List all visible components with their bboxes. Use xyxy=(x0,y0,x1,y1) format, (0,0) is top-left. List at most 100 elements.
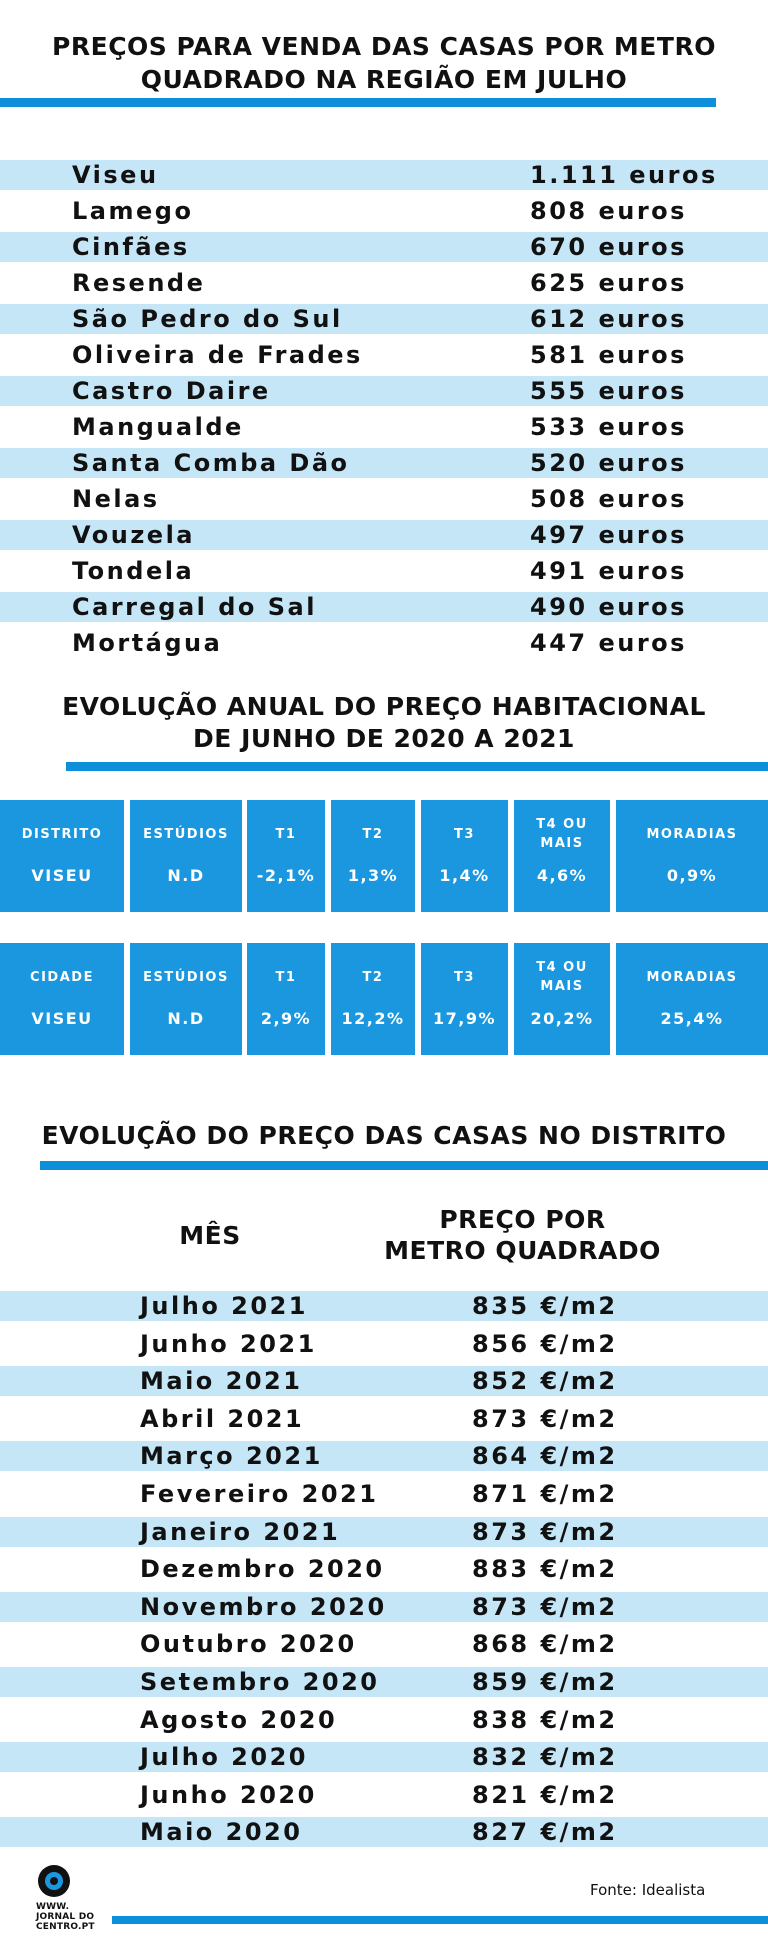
evolution-cell: T4 OU MAIS 4,6% xyxy=(514,800,610,912)
month-row: Julho 2020 832 €/m2 xyxy=(0,1742,768,1773)
month-name: Julho 2021 xyxy=(140,1292,308,1320)
month-name: Junho 2021 xyxy=(140,1329,317,1358)
region-row: São Pedro do Sul 612 euros xyxy=(0,304,768,334)
region-row: Carregal do Sal 490 euros xyxy=(0,592,768,622)
evolution-cell: MORADIAS 0,9% xyxy=(616,800,768,912)
cell-value: 17,9% xyxy=(432,1009,496,1028)
month-price: 827 €/m2 xyxy=(472,1818,618,1847)
region-name: Viseu xyxy=(72,161,159,189)
region-price: 497 euros xyxy=(530,521,687,549)
evolution-cell: T4 OU MAIS 20,2% xyxy=(514,943,610,1055)
region-price: 670 euros xyxy=(530,233,687,261)
section1-title-line1: PREÇOS PARA VENDA DAS CASAS POR METRO xyxy=(52,32,716,61)
evolution-cell: T3 17,9% xyxy=(421,943,508,1055)
cell-header: CIDADE xyxy=(30,970,94,985)
cell-header-line2: MAIS xyxy=(540,979,584,994)
cell-value: 4,6% xyxy=(536,866,588,885)
month-row: Abril 2021 873 €/m2 xyxy=(0,1404,768,1434)
month-row: Outubro 2020 868 €/m2 xyxy=(0,1629,768,1659)
month-price: 856 €/m2 xyxy=(472,1329,618,1358)
cell-header: ESTÚDIOS xyxy=(143,970,229,985)
month-name: Agosto 2020 xyxy=(140,1705,338,1734)
month-name: Maio 2020 xyxy=(140,1818,303,1847)
cell-value: 2,9% xyxy=(260,1009,312,1028)
region-row: Mortágua 447 euros xyxy=(0,628,768,658)
month-price: 821 €/m2 xyxy=(472,1780,618,1809)
eye-logo-icon xyxy=(38,1865,70,1897)
month-row: Fevereiro 2021 871 €/m2 xyxy=(0,1479,768,1509)
cell-header: ESTÚDIOS xyxy=(143,827,229,842)
month-row: Novembro 2020 873 €/m2 xyxy=(0,1591,768,1622)
month-row: Junho 2021 856 €/m2 xyxy=(0,1329,768,1359)
cell-header: T2 xyxy=(362,970,384,985)
region-price: 808 euros xyxy=(530,197,687,225)
region-price: 491 euros xyxy=(530,557,687,585)
month-name: Setembro 2020 xyxy=(140,1668,380,1696)
cell-header: T3 xyxy=(454,827,475,842)
month-name: Março 2021 xyxy=(140,1442,323,1471)
month-row: Julho 2021 835 €/m2 xyxy=(0,1291,768,1321)
evolution-cell: T1 2,9% xyxy=(247,943,325,1055)
month-price: 868 €/m2 xyxy=(472,1630,618,1659)
region-price: 612 euros xyxy=(530,305,687,333)
section3-title: EVOLUÇÃO DO PREÇO DAS CASAS NO DISTRITO xyxy=(41,1121,727,1150)
region-price: 581 euros xyxy=(530,341,687,369)
cell-header: T1 xyxy=(275,970,297,985)
month-price: 873 €/m2 xyxy=(472,1517,618,1546)
region-name: Tondela xyxy=(72,557,195,585)
region-row: Mangualde 533 euros xyxy=(0,412,768,442)
month-name: Julho 2020 xyxy=(140,1743,308,1772)
evolution-cell: DISTRITO VISEU xyxy=(0,800,124,912)
cell-value: 1,4% xyxy=(439,866,490,885)
month-name: Novembro 2020 xyxy=(140,1592,387,1621)
region-name: São Pedro do Sul xyxy=(72,305,343,333)
region-row: Oliveira de Frades 581 euros xyxy=(0,340,768,370)
cell-header: DISTRITO xyxy=(21,827,103,842)
cell-value: 20,2% xyxy=(530,1009,594,1028)
region-price: 508 euros xyxy=(530,485,687,513)
month-price: 871 €/m2 xyxy=(472,1480,618,1508)
evolution-cell: T2 1,3% xyxy=(331,800,415,912)
month-price: 873 €/m2 xyxy=(472,1404,618,1433)
evolution-cell: T2 12,2% xyxy=(331,943,415,1055)
region-price: 555 euros xyxy=(530,377,687,405)
section2-title-line1: EVOLUÇÃO ANUAL DO PREÇO HABITACIONAL xyxy=(62,692,706,721)
month-row: Maio 2021 852 €/m2 xyxy=(0,1366,768,1397)
month-price: 883 €/m2 xyxy=(472,1555,618,1584)
month-price: 832 €/m2 xyxy=(472,1743,618,1772)
month-row: Maio 2020 827 €/m2 xyxy=(0,1817,768,1848)
cell-header: T4 OU xyxy=(536,960,588,975)
section2-underline xyxy=(66,762,768,771)
logo-text-line1: WWW. xyxy=(36,1902,70,1912)
month-price: 852 €/m2 xyxy=(472,1367,618,1396)
cell-value: -2,1% xyxy=(256,866,316,885)
cell-value: N.D xyxy=(167,866,205,885)
month-row: Março 2021 864 €/m2 xyxy=(0,1441,768,1472)
evolution-cell: T1 -2,1% xyxy=(247,800,325,912)
region-row: Viseu 1.111 euros xyxy=(0,160,768,190)
region-name: Carregal do Sal xyxy=(72,593,317,621)
price-column-header-line2: METRO QUADRADO xyxy=(384,1236,661,1265)
region-row: Resende 625 euros xyxy=(0,268,768,298)
evolution-cell: T3 1,4% xyxy=(421,800,508,912)
region-name: Vouzela xyxy=(72,521,196,549)
region-name: Cinfães xyxy=(72,233,190,261)
region-name: Nelas xyxy=(72,485,160,513)
region-row: Lamego 808 euros xyxy=(0,196,768,226)
month-price: 859 €/m2 xyxy=(472,1668,618,1696)
region-price: 1.111 euros xyxy=(530,161,718,189)
cell-value: 12,2% xyxy=(341,1009,405,1028)
region-name: Mortágua xyxy=(72,629,223,657)
month-row: Janeiro 2021 873 €/m2 xyxy=(0,1516,768,1547)
section1-title-line2: QUADRADO NA REGIÃO EM JULHO xyxy=(140,65,628,94)
region-row: Vouzela 497 euros xyxy=(0,520,768,550)
price-column-header-line1: PREÇO POR xyxy=(439,1205,606,1234)
region-price: 533 euros xyxy=(530,413,687,441)
cell-value: 0,9% xyxy=(666,866,718,885)
evolution-cell: ESTÚDIOS N.D xyxy=(130,800,242,912)
source-label: Fonte: Idealista xyxy=(590,1881,706,1899)
month-row: Junho 2020 821 €/m2 xyxy=(0,1780,768,1810)
month-name: Outubro 2020 xyxy=(140,1630,357,1659)
cell-value: 25,4% xyxy=(660,1009,724,1028)
region-name: Resende xyxy=(72,269,206,297)
